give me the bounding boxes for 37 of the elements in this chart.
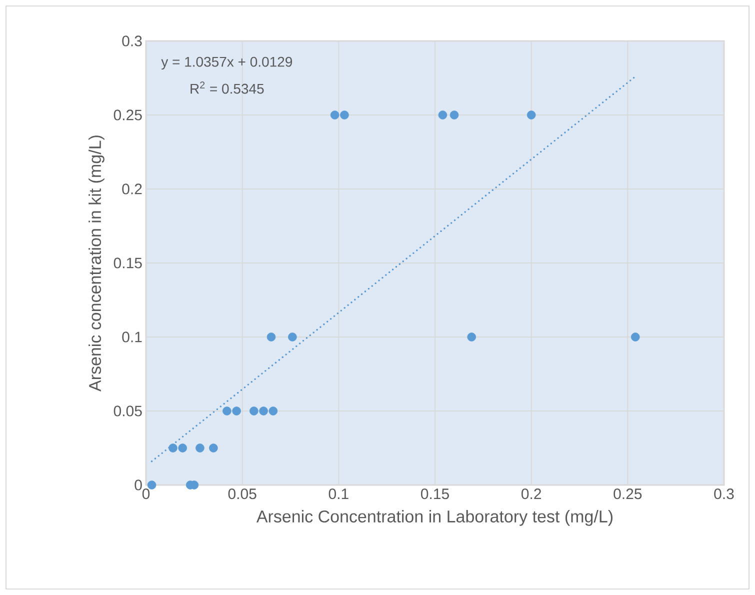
x-tick-label: 0.15 [420, 488, 449, 500]
point [259, 406, 268, 416]
point [268, 406, 278, 416]
point [249, 406, 258, 416]
y-tick-label: 0 [134, 480, 142, 490]
x-tick-label: 0.05 [228, 488, 256, 500]
x-tick-label: 0.25 [614, 488, 642, 500]
point [168, 444, 178, 452]
point [450, 110, 459, 120]
point [209, 444, 218, 452]
y-tick-label: 0.25 [114, 110, 142, 120]
point [178, 444, 188, 452]
y-tick-label: 0.3 [122, 36, 142, 46]
x-tick-label: 0.1 [328, 488, 348, 500]
point [222, 406, 232, 416]
y-tick-label: 0.05 [114, 406, 142, 416]
point [467, 332, 476, 342]
y-axis-title: Arsenic concentration in kit (mg/L) [88, 136, 104, 392]
point [196, 444, 204, 452]
y-tick-label: 0.1 [122, 332, 142, 342]
point [147, 480, 156, 490]
y-tick-label: 0.15 [114, 258, 142, 268]
annotation: R$^{2}$ = 0.5345 [190, 82, 264, 94]
point [526, 110, 536, 120]
point [232, 406, 241, 416]
x-tick-label: 0 [142, 488, 150, 500]
point [288, 332, 297, 342]
point [340, 110, 349, 120]
point [266, 332, 276, 342]
annotation: y = 1.0357x + 0.0129 [161, 56, 292, 70]
y-tick-label: 0.2 [122, 184, 142, 194]
x-tick-label: 0.2 [521, 488, 542, 500]
point [438, 110, 448, 120]
x-tick-label: 0.3 [714, 488, 734, 500]
point [630, 332, 640, 342]
point [330, 110, 340, 120]
x-axis-title: Arsenic Concentration in Laboratory test (mg/L) [256, 510, 612, 526]
